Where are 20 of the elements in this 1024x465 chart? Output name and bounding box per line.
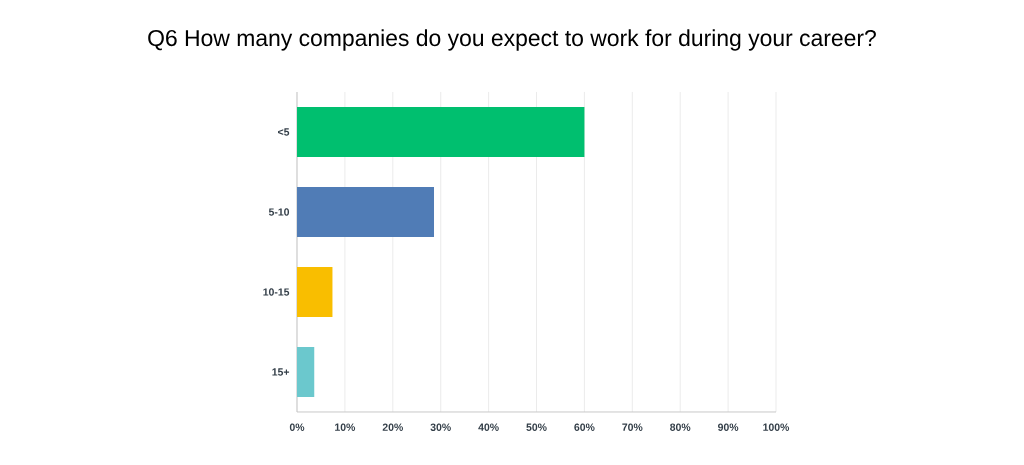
bar [297,106,585,157]
bar [297,266,333,317]
x-tick-label: 70% [622,423,643,431]
chart-title: Q6 How many companies do you expect to work for during your career? [148,29,876,51]
x-tick-label: 90% [718,423,739,431]
x-tick-label: 40% [478,423,499,431]
x-tick-label: 100% [763,423,790,431]
bar [297,186,435,237]
x-tick-label: 60% [574,423,595,431]
x-tick-label: 20% [382,423,403,431]
y-tick-label: 5-10 [268,208,290,216]
y-tick-label: 10-15 [263,288,290,296]
x-tick-label: 80% [670,423,691,431]
y-tick-label: 15+ [272,368,290,376]
bar [297,346,315,397]
x-tick-label: 50% [526,423,547,431]
x-tick-label: 0% [289,423,305,431]
y-tick-label: <5 [278,128,290,136]
x-tick-label: 10% [335,423,356,431]
x-tick-label: 30% [430,423,451,431]
